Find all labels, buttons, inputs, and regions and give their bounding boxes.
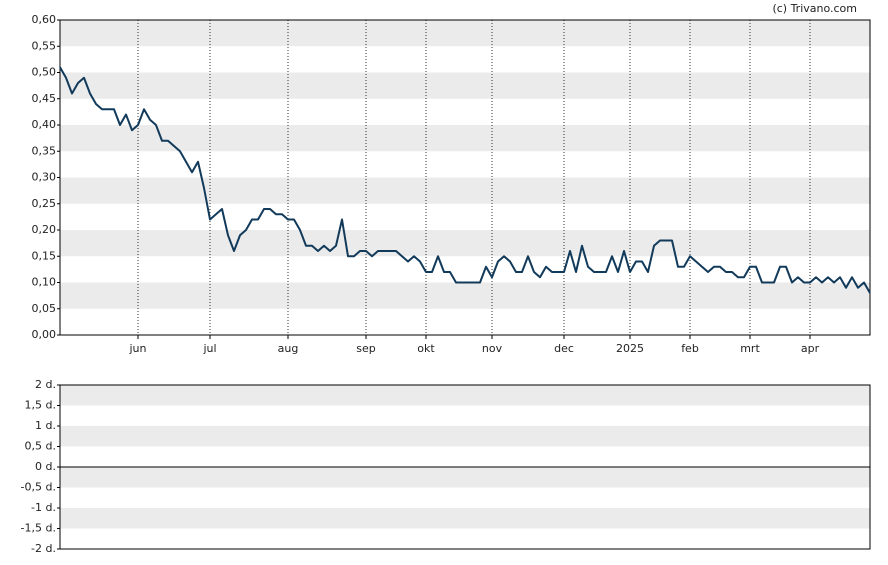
y-tick-label: 1 d. xyxy=(35,419,56,432)
y-tick-label: 0,00 xyxy=(32,328,57,341)
y-tick-label: -0,5 d. xyxy=(21,481,56,494)
y-tick-label: -1,5 d. xyxy=(21,522,56,535)
y-tick-label: 0,50 xyxy=(32,66,57,79)
y-tick-label: 0,05 xyxy=(32,302,57,315)
y-tick-label: 0,10 xyxy=(32,276,57,289)
y-tick-label: 0,5 d. xyxy=(25,440,56,453)
plot-frame xyxy=(59,19,871,336)
grid-band xyxy=(60,177,870,204)
source: (c) Trivano.com xyxy=(772,2,857,15)
x-tick-label: mrt xyxy=(740,342,760,355)
y-tick-label: 0,60 xyxy=(32,13,57,26)
x-tick-label: nov xyxy=(482,342,503,355)
x-tick-label: apr xyxy=(801,342,820,355)
y-tick-label: 0,25 xyxy=(32,197,57,210)
grid-band xyxy=(60,385,870,406)
x-tick-label: sep xyxy=(356,342,375,355)
y-tick-label: 0,15 xyxy=(32,249,57,262)
y-tick-label: 2 d. xyxy=(35,378,56,391)
plot-frame xyxy=(59,384,871,550)
y-tick-label: 0,45 xyxy=(32,92,57,105)
x-tick-label: dec xyxy=(554,342,574,355)
x-tick-label: jul xyxy=(202,342,216,355)
grid-band xyxy=(60,125,870,152)
x-tick-label: 2025 xyxy=(616,342,644,355)
grid-band xyxy=(60,426,870,447)
x-tick-label: feb xyxy=(681,342,699,355)
grid-band xyxy=(60,230,870,257)
y-tick-label: 0,55 xyxy=(32,39,57,52)
grid-band xyxy=(60,282,870,309)
y-tick-label: -1 d. xyxy=(31,501,56,514)
price-line xyxy=(59,66,871,294)
x-tick-label: aug xyxy=(278,342,299,355)
y-tick-label: 0,35 xyxy=(32,144,57,157)
grid-band xyxy=(60,72,870,99)
x-tick-label: okt xyxy=(417,342,435,355)
grid-band xyxy=(60,467,870,488)
x-tick-label: jun xyxy=(129,342,147,355)
y-tick-label: 0,40 xyxy=(32,118,57,131)
grid-band xyxy=(60,508,870,529)
y-tick-label: 0,20 xyxy=(32,223,57,236)
grid-band xyxy=(60,20,870,47)
y-tick-label: 0 d. xyxy=(35,460,56,473)
y-tick-label: 0,30 xyxy=(32,171,57,184)
y-tick-label: -2 d. xyxy=(31,542,56,555)
y-tick-label: 1,5 d. xyxy=(25,399,56,412)
